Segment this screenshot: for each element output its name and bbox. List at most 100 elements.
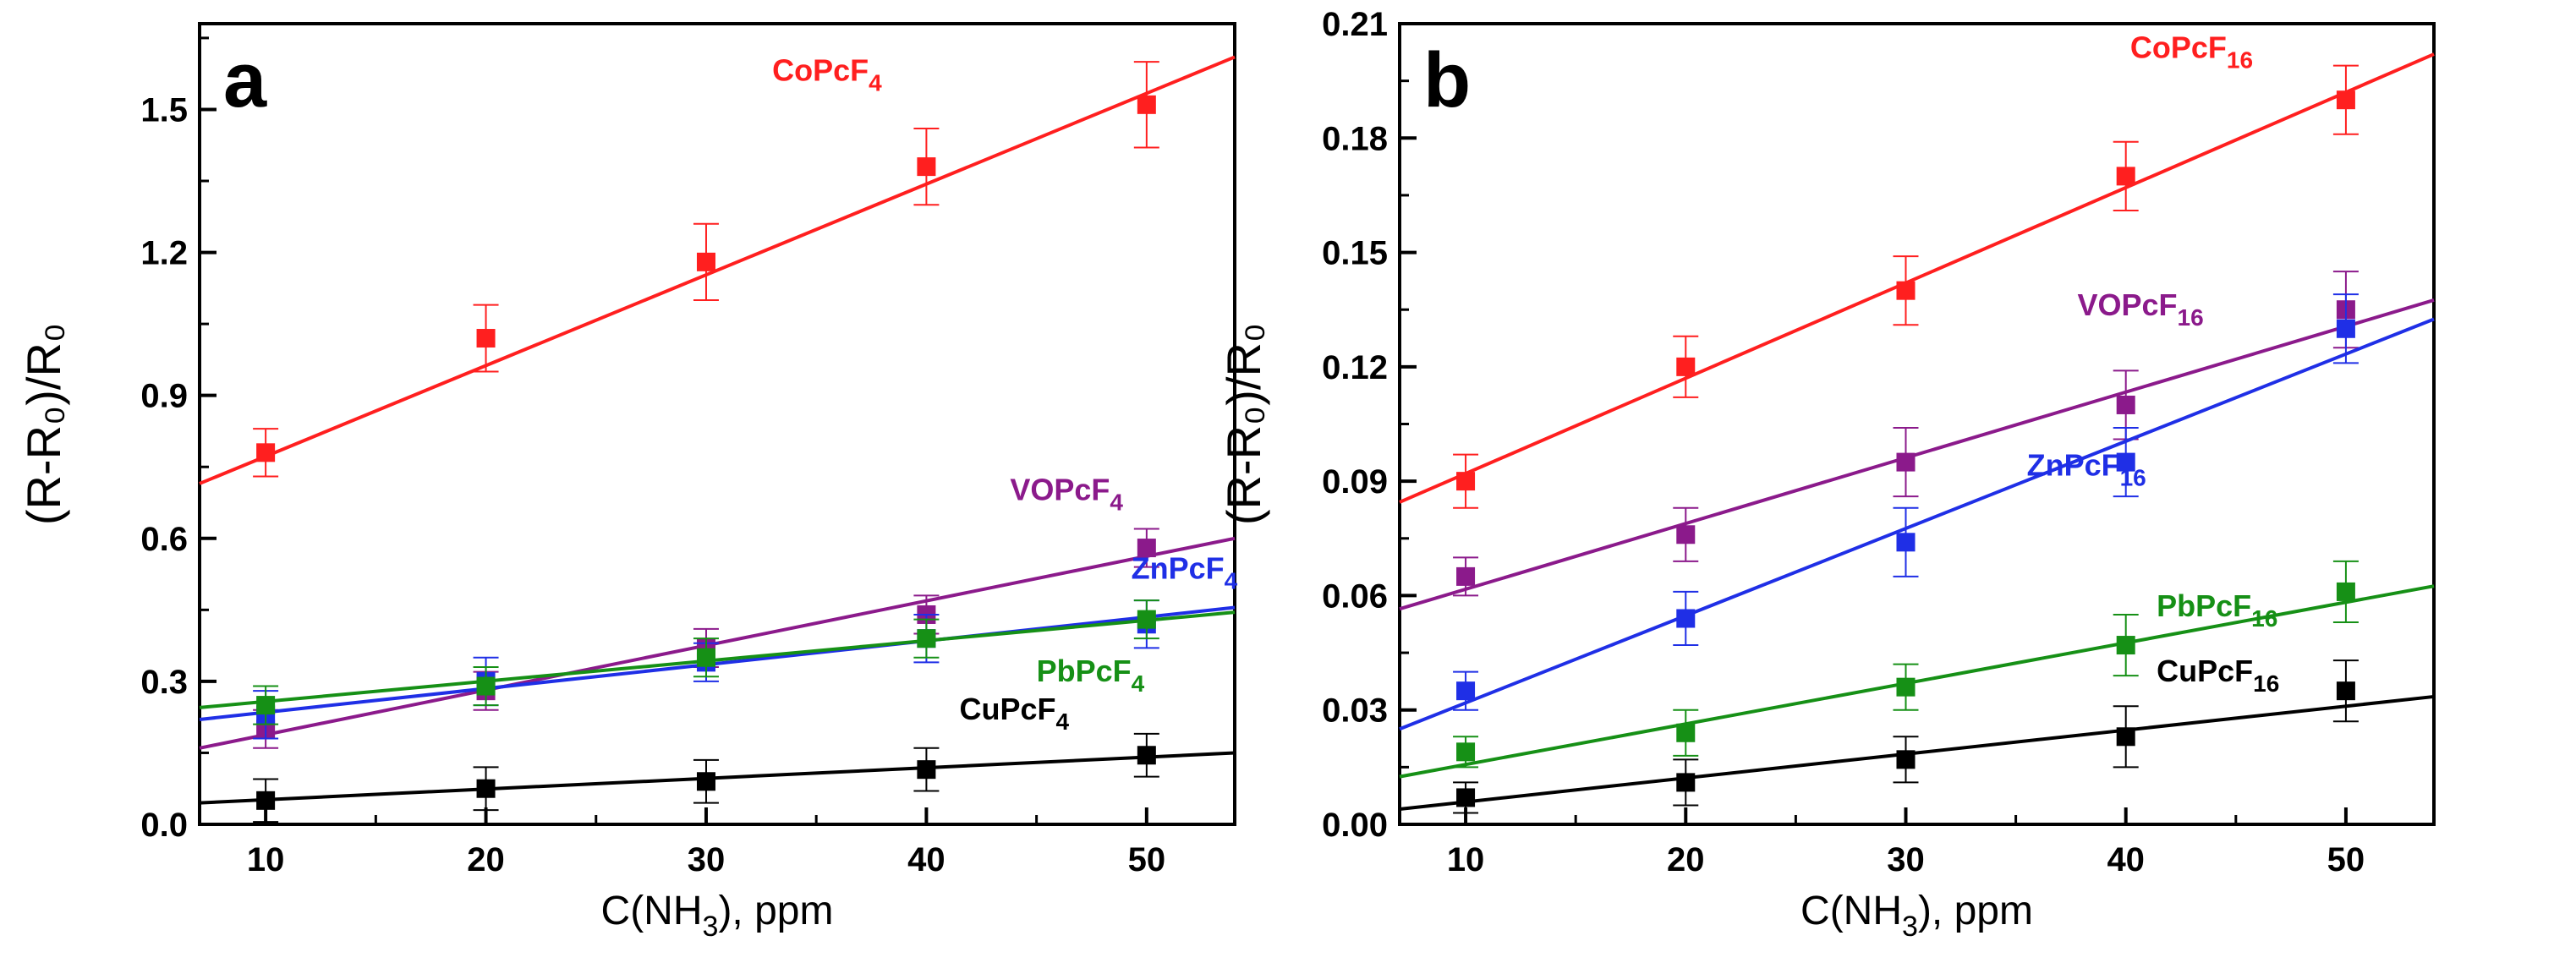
series-label-subscript: 16 (2251, 605, 2277, 632)
panel-letter: a (223, 37, 267, 123)
data-point-PbPcF4 (917, 629, 936, 648)
data-point-CuPcF4 (256, 791, 276, 810)
data-point-ZnPcF16 (1456, 681, 1476, 701)
series-label-subscript: 4 (1132, 670, 1145, 697)
series-label-subscript: 16 (2120, 464, 2146, 490)
fit-line-ZnPcF4 (199, 605, 1236, 721)
series-label-CuPcF4: CuPcF4 (959, 692, 1069, 735)
data-point-CuPcF16 (1676, 773, 1696, 792)
y-axis-label: (R-R₀)/R₀ (1217, 323, 1270, 525)
series-label-base: CuPcF (959, 692, 1055, 726)
data-point-VOPcF16 (1676, 525, 1696, 544)
series-label-subscript: 16 (2178, 304, 2204, 331)
data-point-ZnPcF16 (2116, 452, 2135, 472)
x-tick-label: 30 (688, 841, 726, 878)
series-label-CuPcF16: CuPcF16 (2157, 654, 2279, 697)
fit-line-CoPcF4 (199, 55, 1236, 485)
data-point-VOPcF16 (1896, 452, 1916, 472)
y-tick-label: 0.6 (140, 521, 188, 558)
series-CoPcF16: CoPcF16 (1399, 30, 2435, 509)
y-tick-label: 1.5 (140, 91, 188, 129)
data-point-ZnPcF16 (1896, 533, 1916, 552)
series-label-base: CuPcF (2157, 654, 2253, 688)
plot-frame (1398, 22, 2436, 826)
data-point-PbPcF16 (1896, 677, 1916, 697)
data-point-PbPcF16 (1676, 723, 1696, 742)
x-axis-label: C(NH3), ppm (1800, 889, 2033, 943)
series-CuPcF4: CuPcF4 (199, 692, 1236, 823)
series-label-subscript: 4 (869, 70, 882, 96)
series-label-subscript: 16 (2253, 670, 2279, 697)
panel-b-chart: 10 20 30 40 50 0.00 0.03 0.06 0.09 0.12 0.15 0.18 0.… (1217, 6, 2436, 943)
series-label-base: PbPcF (1037, 654, 1132, 688)
data-point-CoPcF16 (2336, 90, 2355, 110)
data-point-CuPcF16 (1896, 750, 1916, 769)
x-axis-label-main: C(NH (601, 889, 703, 933)
series-label-CoPcF16: CoPcF16 (2130, 30, 2253, 74)
x-tick-label: 40 (907, 841, 945, 878)
x-axis-label-subscript: 3 (703, 911, 719, 943)
series-label-VOPcF16: VOPcF16 (2077, 287, 2203, 331)
data-point-ZnPcF16 (2336, 319, 2355, 338)
data-point-CoPcF4 (917, 157, 936, 177)
x-tick-label: 40 (2107, 841, 2145, 878)
x-tick-label: 50 (2327, 841, 2365, 878)
fit-line-CuPcF4 (199, 751, 1236, 805)
y-tick-label: 0.12 (1322, 349, 1388, 386)
y-tick-label: 0.9 (140, 378, 188, 415)
data-point-PbPcF16 (2336, 582, 2355, 601)
data-point-PbPcF4 (1137, 610, 1156, 629)
series-label-PbPcF16: PbPcF16 (2157, 588, 2277, 632)
x-axis-label-main: C(NH (1800, 889, 1902, 933)
data-point-CoPcF16 (1676, 357, 1696, 376)
data-point-PbPcF4 (696, 648, 715, 667)
x-tick-label: 10 (1447, 841, 1485, 878)
series-label-ZnPcF4: ZnPcF4 (1132, 551, 1238, 594)
panel-letter: b (1423, 37, 1471, 123)
series-label-CoPcF4: CoPcF4 (772, 53, 882, 96)
y-tick-label: 0.18 (1322, 120, 1388, 157)
data-point-CuPcF4 (1137, 746, 1156, 765)
y-tick-label: 0.03 (1322, 692, 1388, 730)
data-point-CoPcF4 (476, 329, 496, 348)
fit-line-PbPcF4 (199, 610, 1236, 709)
fit-line-CoPcF16 (1399, 52, 2435, 504)
series-label-base: CoPcF (2130, 30, 2227, 65)
data-point-VOPcF16 (1456, 566, 1476, 586)
series-PbPcF16: PbPcF16 (1399, 560, 2435, 779)
fit-line-PbPcF16 (1399, 584, 2435, 779)
x-tick-label: 10 (247, 841, 285, 878)
data-point-PbPcF16 (2116, 636, 2135, 655)
data-point-VOPcF16 (2116, 395, 2135, 414)
data-point-PbPcF16 (1456, 742, 1476, 762)
series-label-subscript: 4 (1225, 568, 1238, 594)
y-tick-label: 0.06 (1322, 577, 1388, 615)
series-label-subscript: 16 (2227, 47, 2253, 74)
y-tick-label: 0.09 (1322, 463, 1388, 501)
series-label-base: VOPcF (2077, 287, 2177, 322)
series-label-VOPcF4: VOPcF4 (1010, 473, 1123, 516)
series-CoPcF4: CoPcF4 (199, 53, 1236, 485)
series-VOPcF4: VOPcF4 (199, 473, 1236, 750)
y-tick-label: 0.21 (1322, 6, 1388, 43)
data-point-ZnPcF16 (1676, 609, 1696, 628)
x-tick-label: 50 (1128, 841, 1166, 878)
data-point-CoPcF4 (1137, 95, 1156, 114)
y-tick-label: 0.15 (1322, 235, 1388, 272)
data-point-CuPcF16 (2336, 681, 2355, 701)
y-tick-label: 0.00 (1322, 807, 1388, 844)
data-point-VOPcF4 (1137, 539, 1156, 558)
series-ZnPcF4: ZnPcF4 (199, 551, 1238, 740)
fit-line-CuPcF16 (1399, 694, 2435, 811)
data-point-CuPcF4 (696, 772, 715, 791)
x-axis-label-tail: ), ppm (718, 889, 833, 933)
fit-line-ZnPcF16 (1399, 317, 2435, 731)
data-point-CuPcF16 (1456, 788, 1476, 807)
series-label-PbPcF4: PbPcF4 (1037, 654, 1145, 697)
fit-line-VOPcF16 (1399, 298, 2435, 611)
data-point-PbPcF4 (256, 696, 276, 715)
plot-frame (198, 22, 1236, 826)
x-tick-label: 30 (1887, 841, 1925, 878)
panel-a-chart: 10 20 30 40 50 0.0 0.3 0.6 0.9 1.2 1.5 C(NH3), ppm (… (17, 22, 1238, 943)
